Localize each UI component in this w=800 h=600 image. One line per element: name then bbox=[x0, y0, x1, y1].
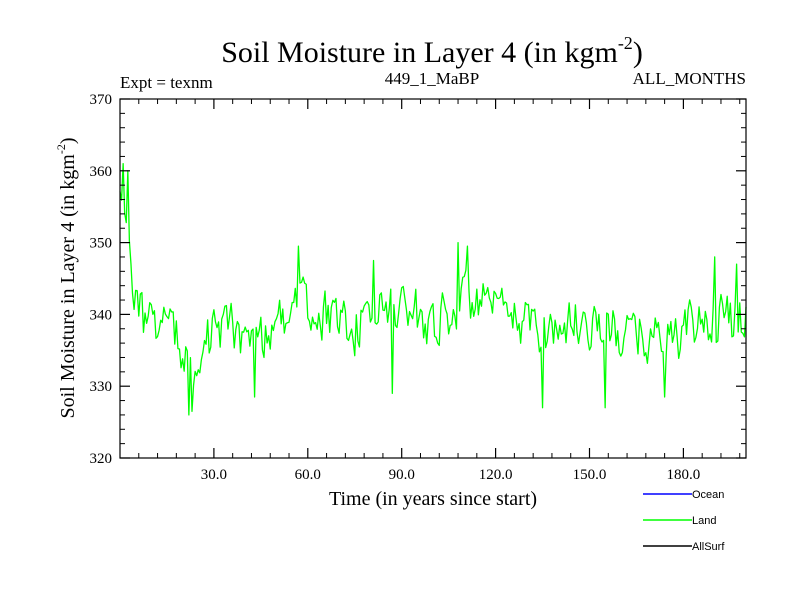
chart-title: Soil Moisture in Layer 4 (in kgm-2) bbox=[221, 33, 643, 69]
y-axis-label-close: ) bbox=[57, 137, 79, 144]
y-axis-label-text: Soil Moisture in Layer 4 (in kgm bbox=[57, 154, 79, 419]
legend-label-ocean: Ocean bbox=[692, 489, 724, 501]
y-tick-label: 330 bbox=[90, 379, 113, 395]
legend-label-land: Land bbox=[692, 515, 716, 527]
subtitle-run-id: 449_1_MaBP bbox=[385, 69, 479, 88]
chart-title-text: Soil Moisture in Layer 4 (in kgm bbox=[221, 36, 618, 69]
x-axis-label: Time (in years since start) bbox=[329, 488, 537, 510]
chart-title-close: ) bbox=[633, 36, 643, 69]
series-line-land bbox=[119, 162, 747, 416]
subtitle-experiment: Expt = texnm bbox=[120, 73, 213, 92]
subtitle-months: ALL_MONTHS bbox=[633, 69, 746, 88]
y-axis-label-superscript: -2 bbox=[54, 144, 68, 154]
legend-label-allsurf: AllSurf bbox=[692, 541, 725, 553]
y-tick-label: 340 bbox=[90, 307, 113, 323]
x-tick-label: 120.0 bbox=[479, 467, 513, 483]
series-layer bbox=[119, 162, 747, 416]
x-tick-label: 180.0 bbox=[667, 467, 701, 483]
x-tick-label: 30.0 bbox=[201, 467, 227, 483]
chart-title-superscript: -2 bbox=[618, 33, 633, 53]
y-tick-label: 370 bbox=[90, 92, 113, 108]
x-tick-label: 90.0 bbox=[389, 467, 415, 483]
y-tick-label: 360 bbox=[90, 164, 113, 180]
y-axis-label: Soil Moisture in Layer 4 (in kgm-2) bbox=[54, 137, 79, 418]
y-tick-label: 320 bbox=[90, 451, 113, 467]
plot-frame bbox=[119, 98, 747, 459]
x-tick-label: 60.0 bbox=[295, 467, 321, 483]
y-tick-label: 350 bbox=[90, 236, 113, 252]
axis-layer: 30.0 60.0 90.0 120.0 150.0 180.0 320 330 340 350 3… bbox=[90, 92, 747, 483]
legend: Ocean Land AllSurf bbox=[643, 489, 725, 553]
x-tick-label: 150.0 bbox=[573, 467, 607, 483]
